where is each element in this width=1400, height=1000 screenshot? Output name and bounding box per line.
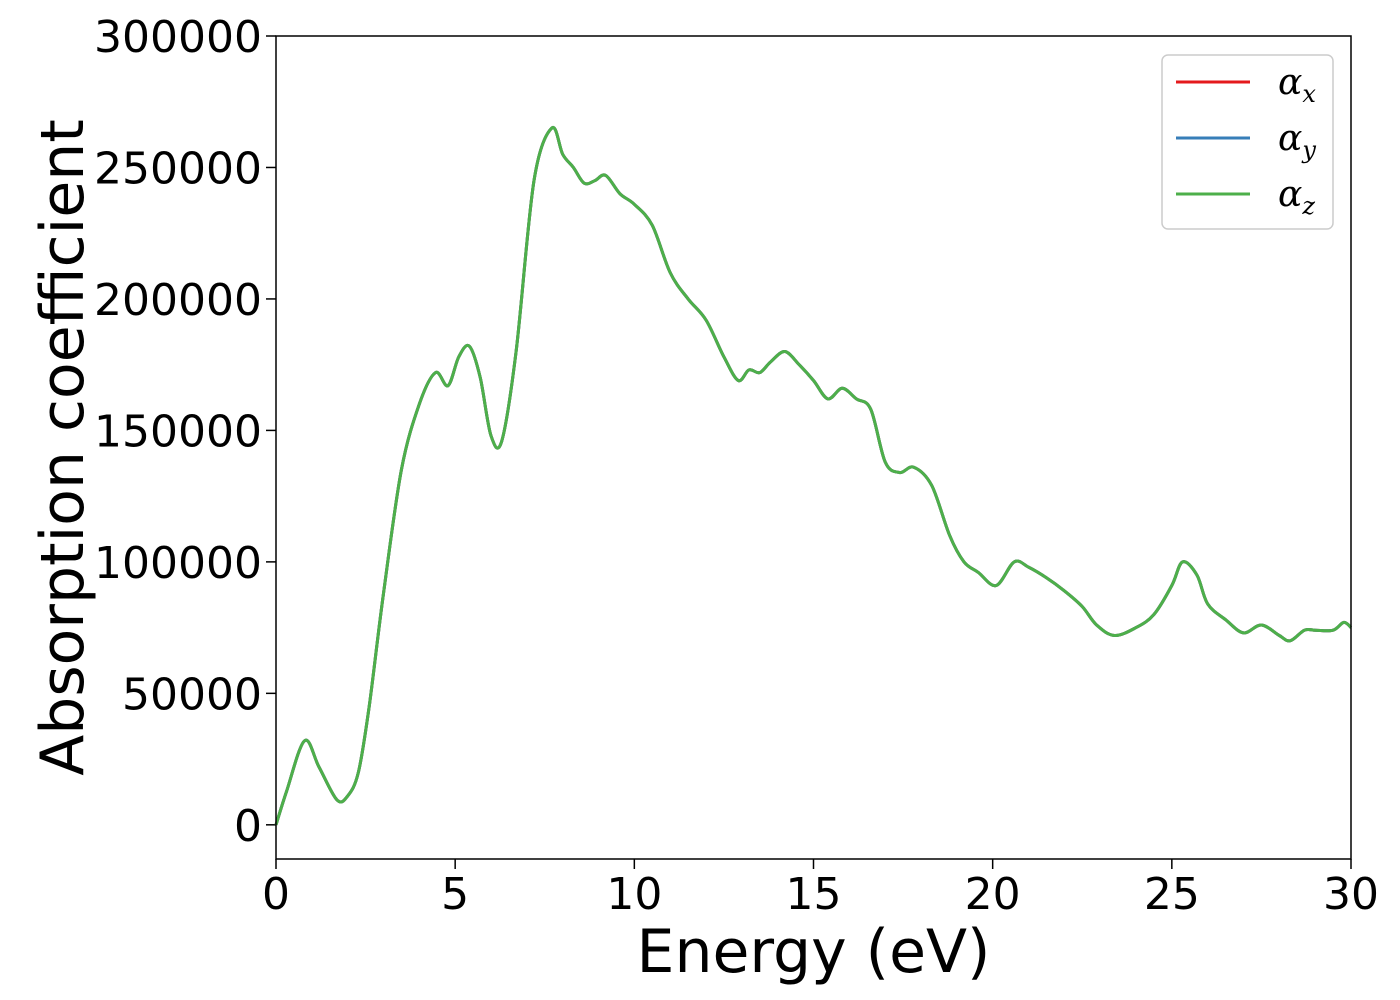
- y-axis-label: Absorption coefficient: [28, 119, 98, 776]
- x-axis-ticks: 0 5 10 15 20 25 30: [262, 859, 1379, 920]
- x-axis-label: Energy (eV): [637, 917, 991, 987]
- x-tick-label: 30: [1323, 869, 1379, 920]
- x-tick-label: 25: [1144, 869, 1200, 920]
- y-tick-label: 300000: [94, 12, 262, 63]
- y-tick-label: 250000: [94, 143, 262, 194]
- x-tick-label: 10: [606, 869, 662, 920]
- x-tick-label: 20: [965, 869, 1021, 920]
- x-tick-label: 0: [262, 869, 290, 920]
- y-tick-label: 150000: [94, 406, 262, 457]
- legend-entry-z: αz: [1278, 174, 1315, 220]
- y-tick-label: 0: [234, 801, 262, 852]
- legend: αx αy αz: [1161, 54, 1334, 230]
- legend-entry-x: αx: [1278, 62, 1316, 108]
- legend-entry-y: αy: [1278, 118, 1316, 164]
- y-axis-ticks: 0 50000 100000 150000 200000 250000 300000: [94, 12, 276, 852]
- y-tick-label: 50000: [122, 669, 262, 720]
- x-tick-label: 15: [786, 869, 842, 920]
- y-tick-label: 100000: [94, 538, 262, 589]
- series-line-x: [274, 126, 1353, 826]
- series-lines: [274, 126, 1353, 826]
- series-line-z: [274, 126, 1353, 826]
- x-tick-label: 5: [441, 869, 469, 920]
- series-line-y: [274, 126, 1353, 826]
- y-tick-label: 200000: [94, 275, 262, 326]
- plot-frame: [275, 35, 1352, 860]
- legend-box: [1161, 54, 1334, 230]
